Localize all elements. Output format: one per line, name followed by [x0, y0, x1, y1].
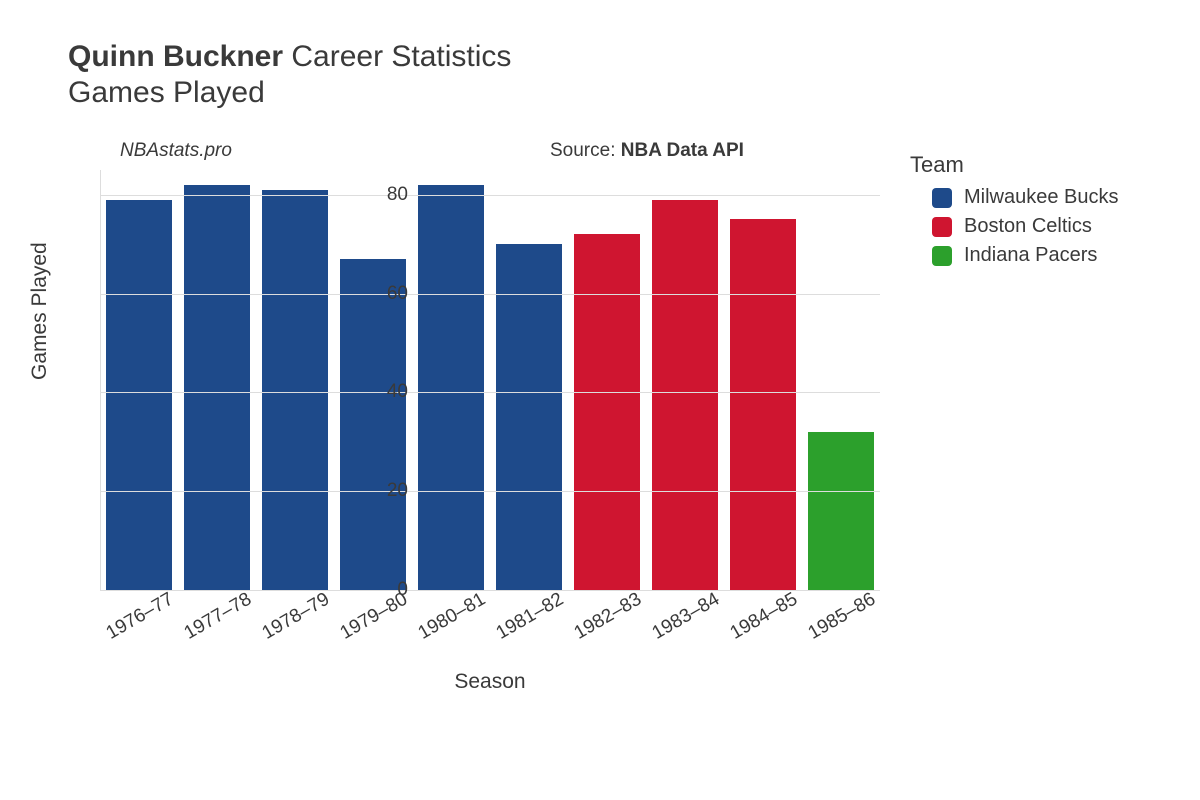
bar — [730, 219, 796, 590]
legend-swatch — [932, 217, 952, 237]
y-tick-label: 40 — [387, 381, 408, 403]
x-axis-line — [100, 590, 880, 591]
bar — [418, 185, 484, 590]
legend-swatch — [932, 188, 952, 208]
bar — [184, 185, 250, 590]
legend-label: Boston Celtics — [964, 215, 1092, 238]
x-tick-label: 1980–81 — [415, 589, 490, 645]
chart-container: Quinn Buckner Career Statistics Games Pl… — [0, 0, 1200, 800]
bar — [808, 432, 874, 590]
y-tick-label: 80 — [387, 184, 408, 206]
legend-items: Milwaukee Bucks Boston Celtics Indiana Pac… — [910, 186, 1119, 267]
bar — [574, 234, 640, 590]
x-tick-label: 1976–77 — [103, 589, 178, 645]
legend-label: Milwaukee Bucks — [964, 186, 1119, 209]
legend: Team Milwaukee Bucks Boston Celtics Indian… — [910, 152, 1119, 273]
x-tick-label: 1979–80 — [337, 589, 412, 645]
source-name: NBA Data API — [621, 140, 744, 161]
gridline — [100, 491, 880, 492]
site-annotation: NBAstats.pro — [120, 140, 232, 162]
gridline — [100, 294, 880, 295]
bar — [652, 200, 718, 590]
bar — [262, 190, 328, 590]
legend-label: Indiana Pacers — [964, 244, 1097, 267]
legend-title: Team — [910, 152, 1119, 178]
gridline — [100, 392, 880, 393]
y-tick-label: 60 — [387, 283, 408, 305]
bar — [496, 244, 562, 590]
x-tick-label: 1978–79 — [259, 589, 334, 645]
bars-group — [100, 170, 880, 590]
chart-title: Quinn Buckner Career Statistics — [68, 40, 511, 74]
chart-titles: Quinn Buckner Career Statistics Games Pl… — [68, 40, 511, 110]
x-tick-label: 1983–84 — [649, 589, 724, 645]
x-axis-title: Season — [100, 670, 880, 694]
legend-item: Milwaukee Bucks — [932, 186, 1119, 209]
source-annotation: Source: NBA Data API — [550, 140, 744, 162]
x-tick-label: 1977–78 — [181, 589, 256, 645]
title-rest: Career Statistics — [283, 40, 511, 73]
y-axis-title: Games Played — [28, 242, 52, 380]
y-tick-label: 20 — [387, 480, 408, 502]
chart-subtitle: Games Played — [68, 76, 511, 110]
gridline — [100, 195, 880, 196]
bar — [106, 200, 172, 590]
bar — [340, 259, 406, 590]
x-tick-label: 1984–85 — [727, 589, 802, 645]
source-prefix: Source: — [550, 140, 621, 161]
legend-item: Boston Celtics — [932, 215, 1119, 238]
x-tick-label: 1985–86 — [805, 589, 880, 645]
plot-area — [100, 170, 880, 590]
x-tick-label: 1981–82 — [493, 589, 568, 645]
y-axis-line — [100, 170, 101, 590]
title-bold: Quinn Buckner — [68, 40, 283, 73]
legend-item: Indiana Pacers — [932, 244, 1119, 267]
x-tick-label: 1982–83 — [571, 589, 646, 645]
legend-swatch — [932, 246, 952, 266]
